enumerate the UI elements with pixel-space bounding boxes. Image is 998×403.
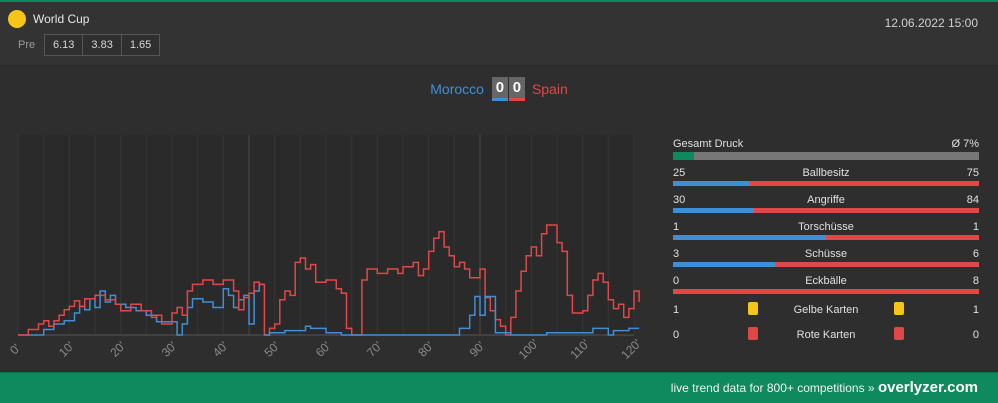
pressure-bar-fill [673,152,695,160]
pre-odds-label: Pre [18,39,36,51]
red-card-icon [748,327,758,340]
x-tick-label: 60' [313,339,334,360]
x-tick-label: 10' [56,339,77,360]
stat-bar [673,208,979,213]
pressure-trend-chart: 0' 10' 20' 30' 40' 50' 60' 70' 80' 90' 100' 110' 120… [7,135,644,362]
odds-group: 6.13 3.83 1.65 [44,34,161,56]
stat-bar-away [753,208,979,213]
stat-label: Eckbälle [805,275,847,287]
x-tick-label: 40' [210,339,231,360]
card-rows: 1 Gelbe Karten 1 0 Rote Karten 0 [673,299,979,349]
card-home-value: 1 [673,304,680,316]
stat-label: Ballbesitz [802,167,850,179]
stat-bar-home [673,235,826,240]
card-row: 0 Rote Karten 0 [673,324,979,349]
x-tick-label: 80' [415,339,436,360]
stat-away-value: 84 [966,194,979,206]
stat-away-value: 6 [972,248,979,260]
competition-icon [8,10,26,28]
stat-away-value: 8 [972,275,979,287]
odds-away[interactable]: 1.65 [120,34,161,56]
stat-row: 25 Ballbesitz 75 [673,164,979,191]
x-tick-label: 100' [516,336,542,362]
stat-bar-home [673,262,775,267]
footer-tagline: live trend data for 800+ competitions » [670,381,875,395]
odds-home[interactable]: 6.13 [44,34,84,56]
away-team-name[interactable]: Spain [531,81,568,97]
competition-name[interactable]: World Cup [33,12,90,26]
stat-label: Torschüsse [798,221,854,233]
stat-bar-home [673,208,754,213]
card-row: 1 Gelbe Karten 1 [673,299,979,324]
footer-banner[interactable]: live trend data for 800+ competitions » … [0,372,998,403]
stat-bar-away [673,289,979,294]
x-tick-label: 70' [364,339,385,360]
card-away-value: 0 [972,329,979,341]
stat-home-value: 25 [673,167,686,179]
stat-bar [673,181,979,186]
yellow-card-icon [748,302,758,315]
stat-row: 3 Schüsse 6 [673,245,979,272]
chart-x-ticks: 0' 10' 20' 30' 40' 50' 60' 70' 80' 90' 100' 110' 120… [7,336,644,362]
stat-row: 0 Eckbälle 8 [673,272,979,299]
away-trend-line-1 [18,224,640,336]
match-datetime: 12.06.2022 15:00 [884,16,978,30]
away-score: 0 [508,77,525,101]
pressure-bar-track [673,152,979,160]
odds-draw[interactable]: 3.83 [82,34,122,56]
stat-home-value: 30 [673,194,686,206]
match-header: World Cup 12.06.2022 15:00 Pre 6.13 3.83… [0,2,998,66]
scoreboard: Morocco 0 0 Spain [0,76,998,102]
home-team-name[interactable]: Morocco [430,81,484,97]
home-score: 0 [491,77,508,101]
stat-bar-home [673,181,750,186]
yellow-card-icon [894,302,904,315]
stat-label: Schüsse [804,248,848,260]
chart-grid [17,135,635,336]
card-away-value: 1 [972,304,979,316]
stat-bar [673,262,979,267]
stat-bar [673,235,979,240]
card-label: Gelbe Karten [793,304,859,316]
pressure-row: Gesamt Druck Ø 7% [673,138,979,164]
brand-logo-text: overlyzer.com [877,379,978,396]
x-tick-label: 20' [107,339,128,360]
stat-bar-away [749,181,979,186]
red-card-icon [894,327,904,340]
stat-home-value: 0 [673,275,680,287]
stat-away-value: 75 [966,167,979,179]
x-tick-label: 120' [618,336,644,362]
x-tick-label: 90' [467,339,488,360]
stat-away-value: 1 [972,221,979,233]
stat-home-value: 1 [673,221,680,233]
stat-row: 30 Angriffe 84 [673,191,979,218]
card-label: Rote Karten [796,329,856,341]
stat-rows: 25 Ballbesitz 75 30 Angriffe 84 1 Torschüsse 1 3 S… [673,164,979,299]
stats-panel: Gesamt Druck Ø 7% 25 Ballbesitz 75 30 Angrif… [673,138,979,349]
stat-home-value: 3 [673,248,680,260]
stat-label: Angriffe [807,194,845,206]
top-accent-line [0,0,998,2]
x-tick-label: 0' [7,341,23,357]
stat-bar-away [775,262,979,267]
x-tick-label: 30' [159,339,180,360]
pressure-value: Ø 7% [951,138,979,150]
chart-series [18,224,640,336]
x-tick-label: 50' [261,339,282,360]
card-home-value: 0 [673,329,680,341]
x-tick-label: 110' [567,337,592,362]
home-trend-line-2 [264,295,640,336]
pressure-label: Gesamt Druck [673,138,744,150]
footer-text[interactable]: live trend data for 800+ competitions » … [671,379,978,396]
stat-bar-away [826,235,979,240]
stat-bar [673,289,979,294]
stat-row: 1 Torschüsse 1 [673,218,979,245]
